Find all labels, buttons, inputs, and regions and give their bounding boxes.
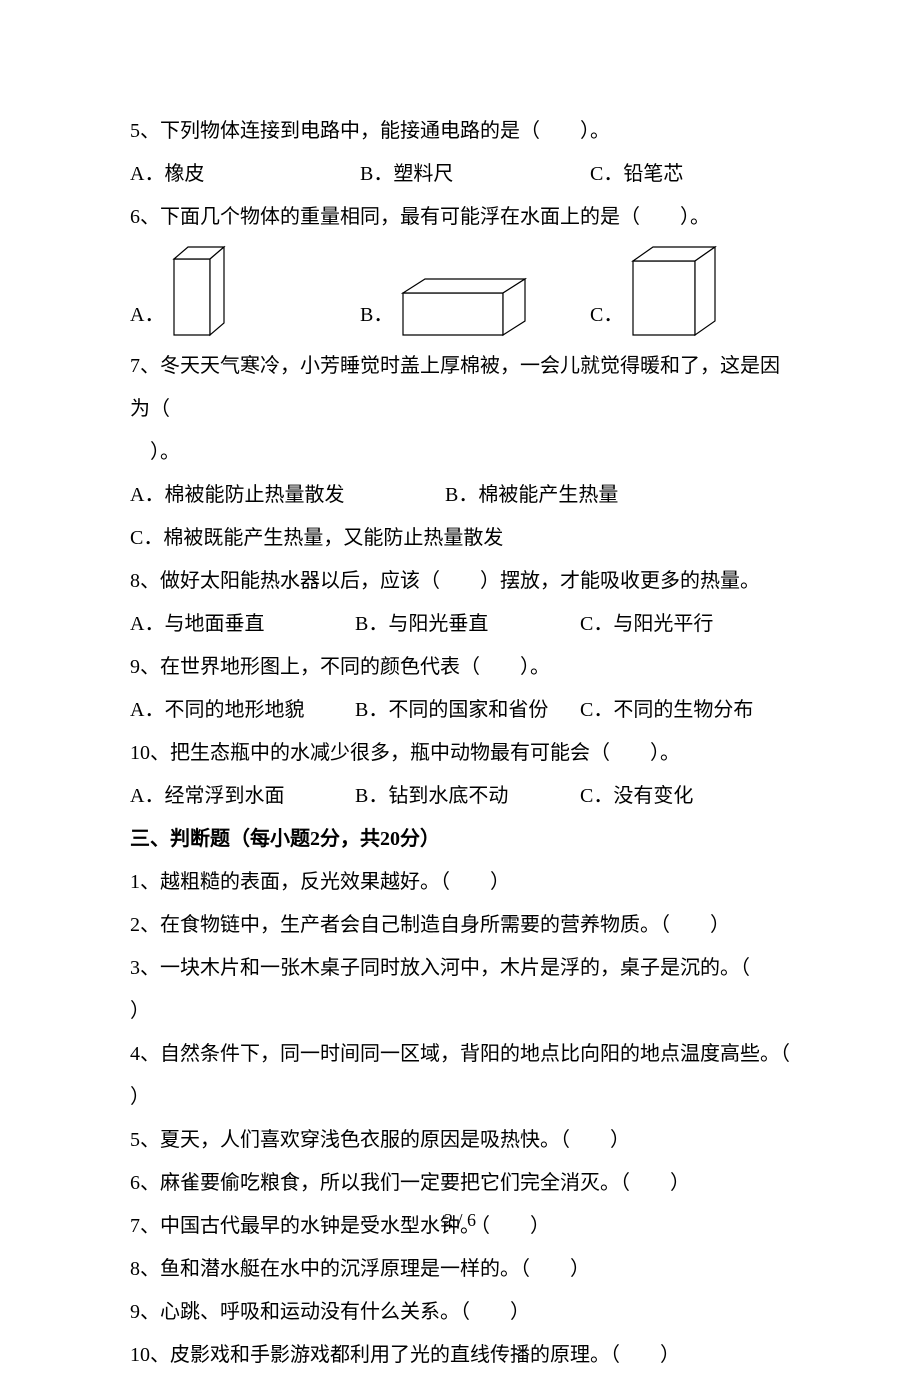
q7-opt-c: C．棉被既能产生热量，又能防止热量散发 xyxy=(130,517,790,560)
q7-stem-line2: ）。 xyxy=(130,431,790,474)
q5-options: A．橡皮 B．塑料尺 C．铅笔芯 xyxy=(130,153,790,196)
cuboid-tall-icon xyxy=(172,245,230,337)
q9-opt-b: B．不同的国家和省份 xyxy=(355,689,580,732)
q5-opt-b: B．塑料尺 xyxy=(360,153,590,196)
tf-9: 9、心跳、呼吸和运动没有什么关系。（ ） xyxy=(130,1291,790,1334)
q9-stem: 9、在世界地形图上，不同的颜色代表（ ）。 xyxy=(130,646,790,689)
q8-opt-b: B．与阳光垂直 xyxy=(355,603,580,646)
q8-opt-a: A．与地面垂直 xyxy=(130,603,355,646)
tf-4a: 4、自然条件下，同一时间同一区域，背阳的地点比向阳的地点温度高些。（ xyxy=(130,1033,790,1076)
q8-stem: 8、做好太阳能热水器以后，应该（ ）摆放，才能吸收更多的热量。 xyxy=(130,560,790,603)
q5-opt-c: C．铅笔芯 xyxy=(590,153,683,196)
q7-opt-ab: A．棉被能防止热量散发 B．棉被能产生热量 xyxy=(130,474,790,517)
q6-opt-a-label: A． xyxy=(130,294,164,337)
cuboid-cube-icon xyxy=(631,245,719,337)
tf-3a: 3、一块木片和一张木桌子同时放入河中，木片是浮的，桌子是沉的。（ xyxy=(130,947,790,990)
q10-options: A．经常浮到水面 B．钻到水底不动 C．没有变化 xyxy=(130,775,790,818)
q6-options: A． B． C． xyxy=(130,245,790,337)
q7-opt-b: B．棉被能产生热量 xyxy=(445,484,618,506)
tf-5: 5、夏天，人们喜欢穿浅色衣服的原因是吸热快。（ ） xyxy=(130,1119,790,1162)
q5-opt-a: A．橡皮 xyxy=(130,153,360,196)
tf-2: 2、在食物链中，生产者会自己制造自身所需要的营养物质。（ ） xyxy=(130,904,790,947)
tf-4b: ） xyxy=(130,1076,790,1119)
tf-1: 1、越粗糙的表面，反光效果越好。（ ） xyxy=(130,861,790,904)
q9-opt-c: C．不同的生物分布 xyxy=(580,689,753,732)
q7-stem-line1: 7、冬天天气寒冷，小芳睡觉时盖上厚棉被，一会儿就觉得暖和了，这是因为（ xyxy=(130,345,790,431)
tf-10: 10、皮影戏和手影游戏都利用了光的直线传播的原理。（ ） xyxy=(130,1334,790,1377)
q9-opt-a: A．不同的地形地貌 xyxy=(130,689,355,732)
tf-3b: ） xyxy=(130,990,790,1033)
tf-8: 8、鱼和潜水艇在水中的沉浮原理是一样的。（ ） xyxy=(130,1248,790,1291)
q10-opt-c: C．没有变化 xyxy=(580,775,693,818)
tf-6: 6、麻雀要偷吃粮食，所以我们一定要把它们完全消灭。（ ） xyxy=(130,1162,790,1205)
page-footer: 2 / 6 xyxy=(0,1201,920,1240)
q7-opt-a: A．棉被能防止热量散发 xyxy=(130,474,440,517)
q6-opt-c-label: C． xyxy=(590,294,623,337)
q9-options: A．不同的地形地貌 B．不同的国家和省份 C．不同的生物分布 xyxy=(130,689,790,732)
q6-opt-b-label: B． xyxy=(360,294,393,337)
q10-stem: 10、把生态瓶中的水减少很多，瓶中动物最有可能会（ ）。 xyxy=(130,732,790,775)
q5-stem: 5、下列物体连接到电路中，能接通电路的是（ ）。 xyxy=(130,110,790,153)
cuboid-flat-icon xyxy=(401,277,529,337)
q8-opt-c: C．与阳光平行 xyxy=(580,603,713,646)
q6-stem: 6、下面几个物体的重量相同，最有可能浮在水面上的是（ ）。 xyxy=(130,196,790,239)
q10-opt-a: A．经常浮到水面 xyxy=(130,775,355,818)
section3-heading: 三、判断题（每小题2分，共20分） xyxy=(130,818,790,861)
q8-options: A．与地面垂直 B．与阳光垂直 C．与阳光平行 xyxy=(130,603,790,646)
q10-opt-b: B．钻到水底不动 xyxy=(355,775,580,818)
